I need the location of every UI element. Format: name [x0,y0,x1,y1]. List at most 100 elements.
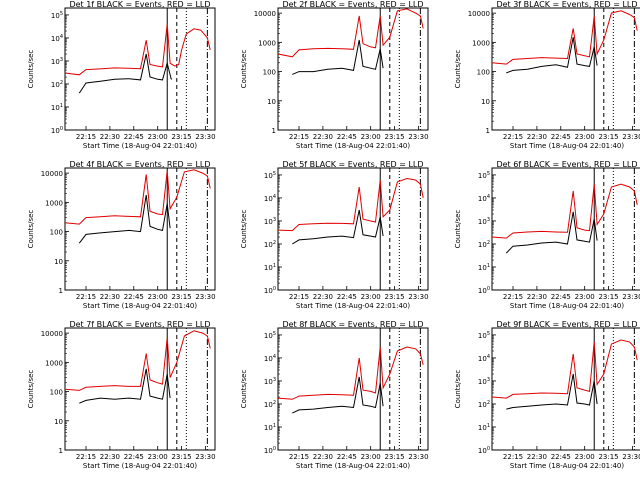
x-tick-label: 23:30 [408,453,428,461]
y-tick-label: 100 [478,446,490,455]
x-tick-label: 22:45 [551,453,571,461]
x-tick-label: 23:15 [171,133,191,141]
y-tick-label: 1 [486,127,490,135]
y-tick-label: 104 [51,34,63,43]
panel-1: Det 1f BLACK = Events, RED = LLD 100 101 10… [27,0,216,150]
lld-series [277,177,424,232]
x-tick-label: 23:00 [361,453,381,461]
events-series [506,37,598,74]
events-series [292,39,384,75]
plot-frame [491,167,640,291]
y-tick-label: 105 [264,331,276,340]
x-tick-label: 23:30 [195,453,215,461]
panel-title: Det 8f BLACK = Events, RED = LLD [282,320,423,329]
panel-4: Det 4f BLACK = Events, RED = LLD 1 10 100 10… [27,160,216,310]
x-tick-label: 22:15 [503,133,523,141]
x-tick-label: 22:15 [503,293,523,301]
y-tick-label: 100 [50,389,63,397]
x-tick-label: 23:15 [384,453,404,461]
plot-frame [277,327,429,451]
panel-title: Det 2f BLACK = Events, RED = LLD [282,0,423,9]
y-tick-label: 104 [478,194,490,203]
panel-6: Det 6f BLACK = Events, RED = LLD 100 101 10… [454,160,640,310]
x-tick-label: 23:15 [384,293,404,301]
y-tick-label: 101 [478,423,490,432]
x-tick-label: 23:30 [195,133,215,141]
plot-frame [277,7,429,131]
y-tick-label: 105 [478,171,490,180]
x-axis-title: Start Time (18-Aug-04 22:01:40) [83,302,197,310]
y-tick-label: 102 [264,240,276,249]
x-axis-title: Start Time (18-Aug-04 22:01:40) [510,462,624,470]
lld-series [64,330,211,391]
y-tick-label: 103 [51,57,63,66]
y-tick-label: 1 [59,287,63,295]
x-tick-label: 22:15 [289,133,309,141]
panel-title: Det 7f BLACK = Events, RED = LLD [69,320,210,329]
events-series [506,373,598,410]
x-tick-label: 23:15 [171,453,191,461]
y-tick-label: 100 [263,69,276,77]
lld-series [64,24,211,76]
y-tick-label: 10 [54,258,63,266]
y-axis-title: Counts/sec [240,50,248,89]
y-axis-title: Counts/sec [454,210,462,249]
panel-3: Det 3f BLACK = Events, RED = LLD 1 10 100 10… [454,0,640,150]
lld-series [491,339,638,399]
y-axis-title: Counts/sec [454,370,462,409]
y-tick-label: 101 [264,423,276,432]
events-series [505,211,598,254]
y-tick-label: 10 [481,98,490,106]
panel-8: Det 8f BLACK = Events, RED = LLD 100 101 10… [240,320,429,470]
x-tick-label: 22:45 [551,293,571,301]
x-tick-label: 22:30 [527,453,547,461]
plot-frame [491,327,640,451]
y-tick-label: 10000 [468,10,490,18]
x-tick-label: 22:45 [124,133,144,141]
y-axis-title: Counts/sec [454,50,462,89]
events-series [292,209,384,245]
x-tick-label: 22:15 [76,133,96,141]
x-axis-title: Start Time (18-Aug-04 22:01:40) [296,142,410,150]
y-tick-label: 10000 [254,10,276,18]
x-tick-label: 23:00 [148,133,168,141]
x-tick-label: 23:00 [361,293,381,301]
x-tick-label: 23:30 [622,133,640,141]
panel-title: Det 9f BLACK = Events, RED = LLD [496,320,637,329]
events-series [292,376,384,414]
panel-7: Det 7f BLACK = Events, RED = LLD 1 10 100 10… [27,320,216,470]
x-tick-label: 22:30 [100,293,120,301]
lld-series [277,346,424,400]
x-tick-label: 23:00 [575,133,595,141]
lld-series [491,10,638,65]
events-series [78,194,171,244]
x-axis-title: Start Time (18-Aug-04 22:01:40) [83,462,197,470]
x-tick-label: 23:30 [622,453,640,461]
x-tick-label: 22:15 [289,453,309,461]
y-tick-label: 100 [264,286,276,295]
x-tick-label: 22:30 [313,293,333,301]
panel-9: Det 9f BLACK = Events, RED = LLD 100 101 10… [454,320,640,470]
y-tick-label: 10000 [41,170,63,178]
y-tick-label: 1000 [45,359,63,367]
y-tick-label: 101 [264,263,276,272]
y-tick-label: 103 [264,217,276,226]
y-tick-label: 1000 [45,199,63,207]
y-tick-label: 100 [478,286,490,295]
y-tick-label: 101 [51,103,63,112]
y-tick-label: 103 [478,377,490,386]
x-axis-title: Start Time (18-Aug-04 22:01:40) [510,142,624,150]
y-tick-label: 104 [264,194,276,203]
y-axis-title: Counts/sec [27,210,35,249]
x-tick-label: 22:30 [313,453,333,461]
plot-frame [64,327,216,451]
x-axis-title: Start Time (18-Aug-04 22:01:40) [296,302,410,310]
y-tick-label: 104 [264,354,276,363]
x-tick-label: 23:00 [148,293,168,301]
x-tick-label: 23:15 [598,133,618,141]
lld-series [277,8,424,58]
y-tick-label: 102 [478,240,490,249]
y-tick-label: 10 [54,418,63,426]
y-tick-label: 102 [264,400,276,409]
x-tick-label: 23:15 [171,293,191,301]
